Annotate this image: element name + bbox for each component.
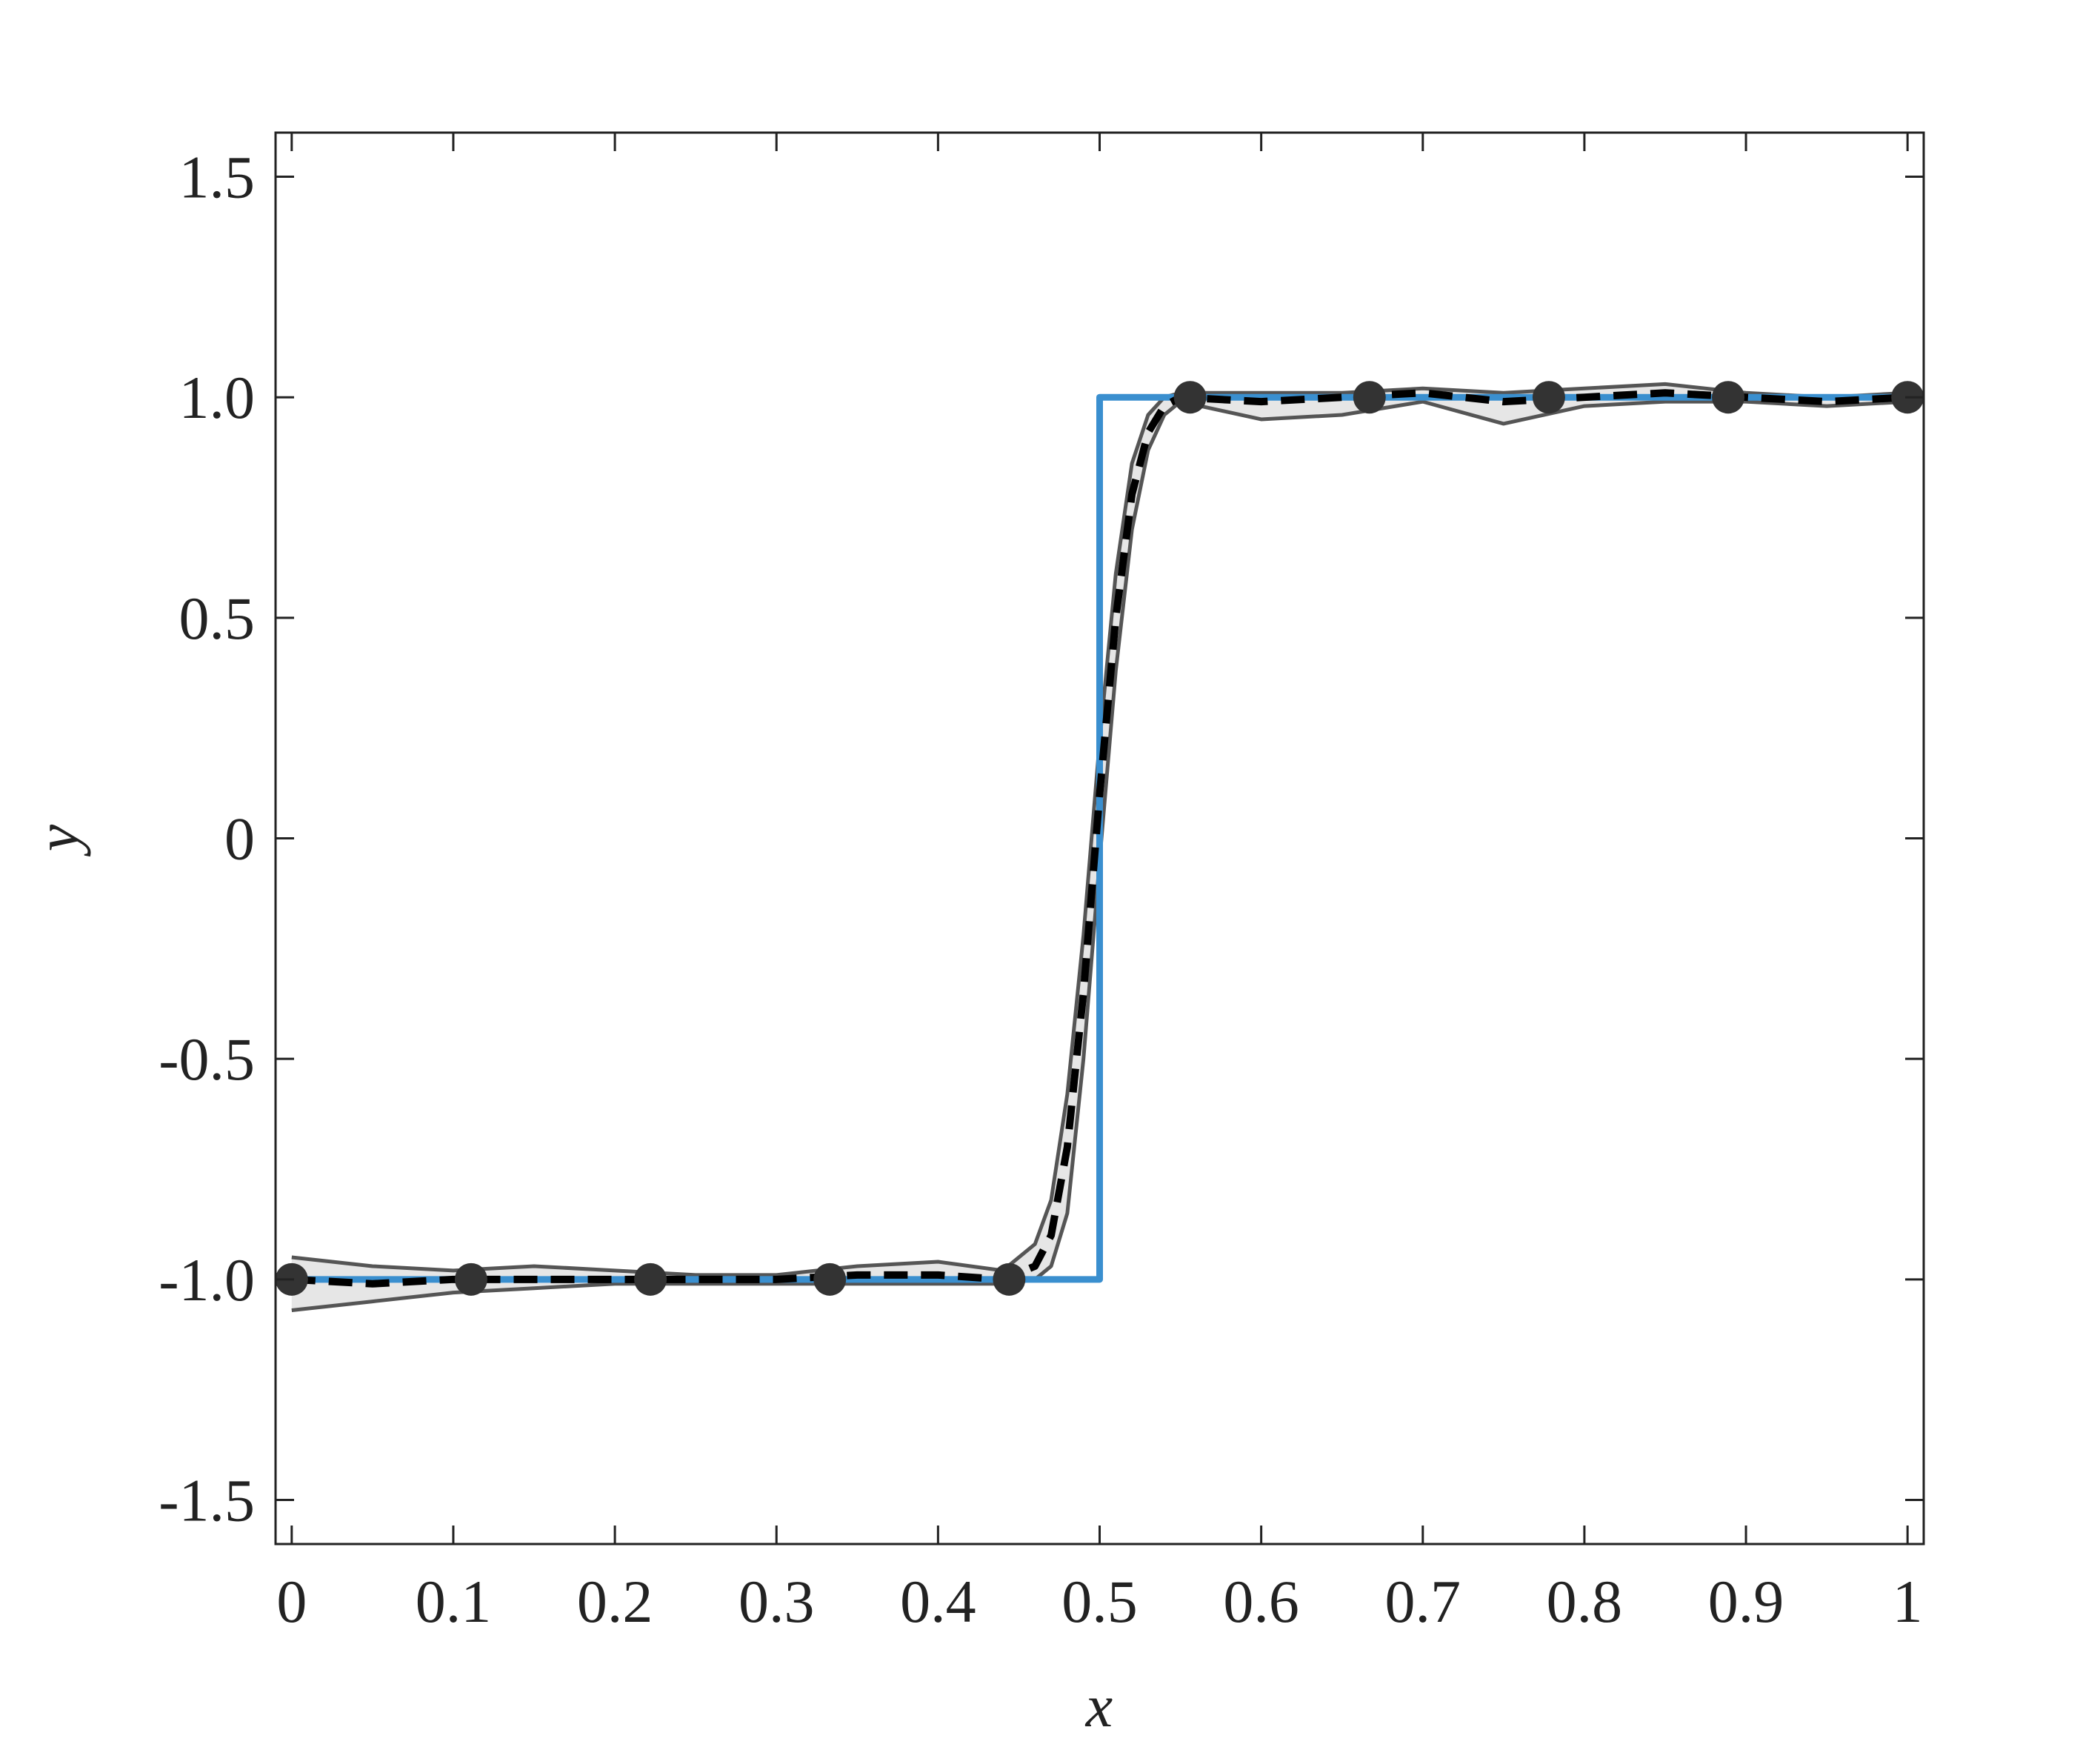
x-tick-label: 1	[1893, 1568, 1923, 1635]
y-tick-label: -1.5	[159, 1466, 255, 1534]
x-tick-label: 0.4	[900, 1568, 976, 1635]
x-tick-label: 0.3	[739, 1568, 815, 1635]
x-tick-label: 0.8	[1547, 1568, 1623, 1635]
y-tick-label: 0	[224, 805, 255, 873]
x-tick-label: 0.2	[577, 1568, 653, 1635]
y-tick-label: 1.5	[179, 144, 256, 211]
x-tick-label: 0.5	[1061, 1568, 1138, 1635]
x-axis-label: x	[1085, 1672, 1113, 1740]
data-point	[1353, 381, 1386, 414]
y-tick-label: 0.5	[179, 585, 256, 652]
step-line	[291, 393, 1908, 1283]
x-tick-label: 0.7	[1385, 1568, 1461, 1635]
mean-line	[291, 389, 1908, 1288]
data-point	[1532, 381, 1565, 414]
y-tick-label: -1.0	[159, 1246, 255, 1314]
x-tick-label: 0.6	[1223, 1568, 1299, 1635]
y-axis-label: y	[24, 824, 91, 856]
x-tick-label: 0.9	[1708, 1568, 1784, 1635]
x-tick-label: 0	[276, 1568, 307, 1635]
y-tick-label: 1.0	[179, 364, 256, 431]
data-point	[993, 1262, 1026, 1296]
data-point	[1173, 381, 1207, 414]
data-point	[1712, 381, 1745, 414]
x-tick-label: 0.1	[416, 1568, 492, 1635]
data-point	[813, 1262, 847, 1296]
y-tick-label: -0.5	[159, 1025, 255, 1093]
data-point	[454, 1262, 487, 1296]
data-point	[634, 1262, 667, 1296]
